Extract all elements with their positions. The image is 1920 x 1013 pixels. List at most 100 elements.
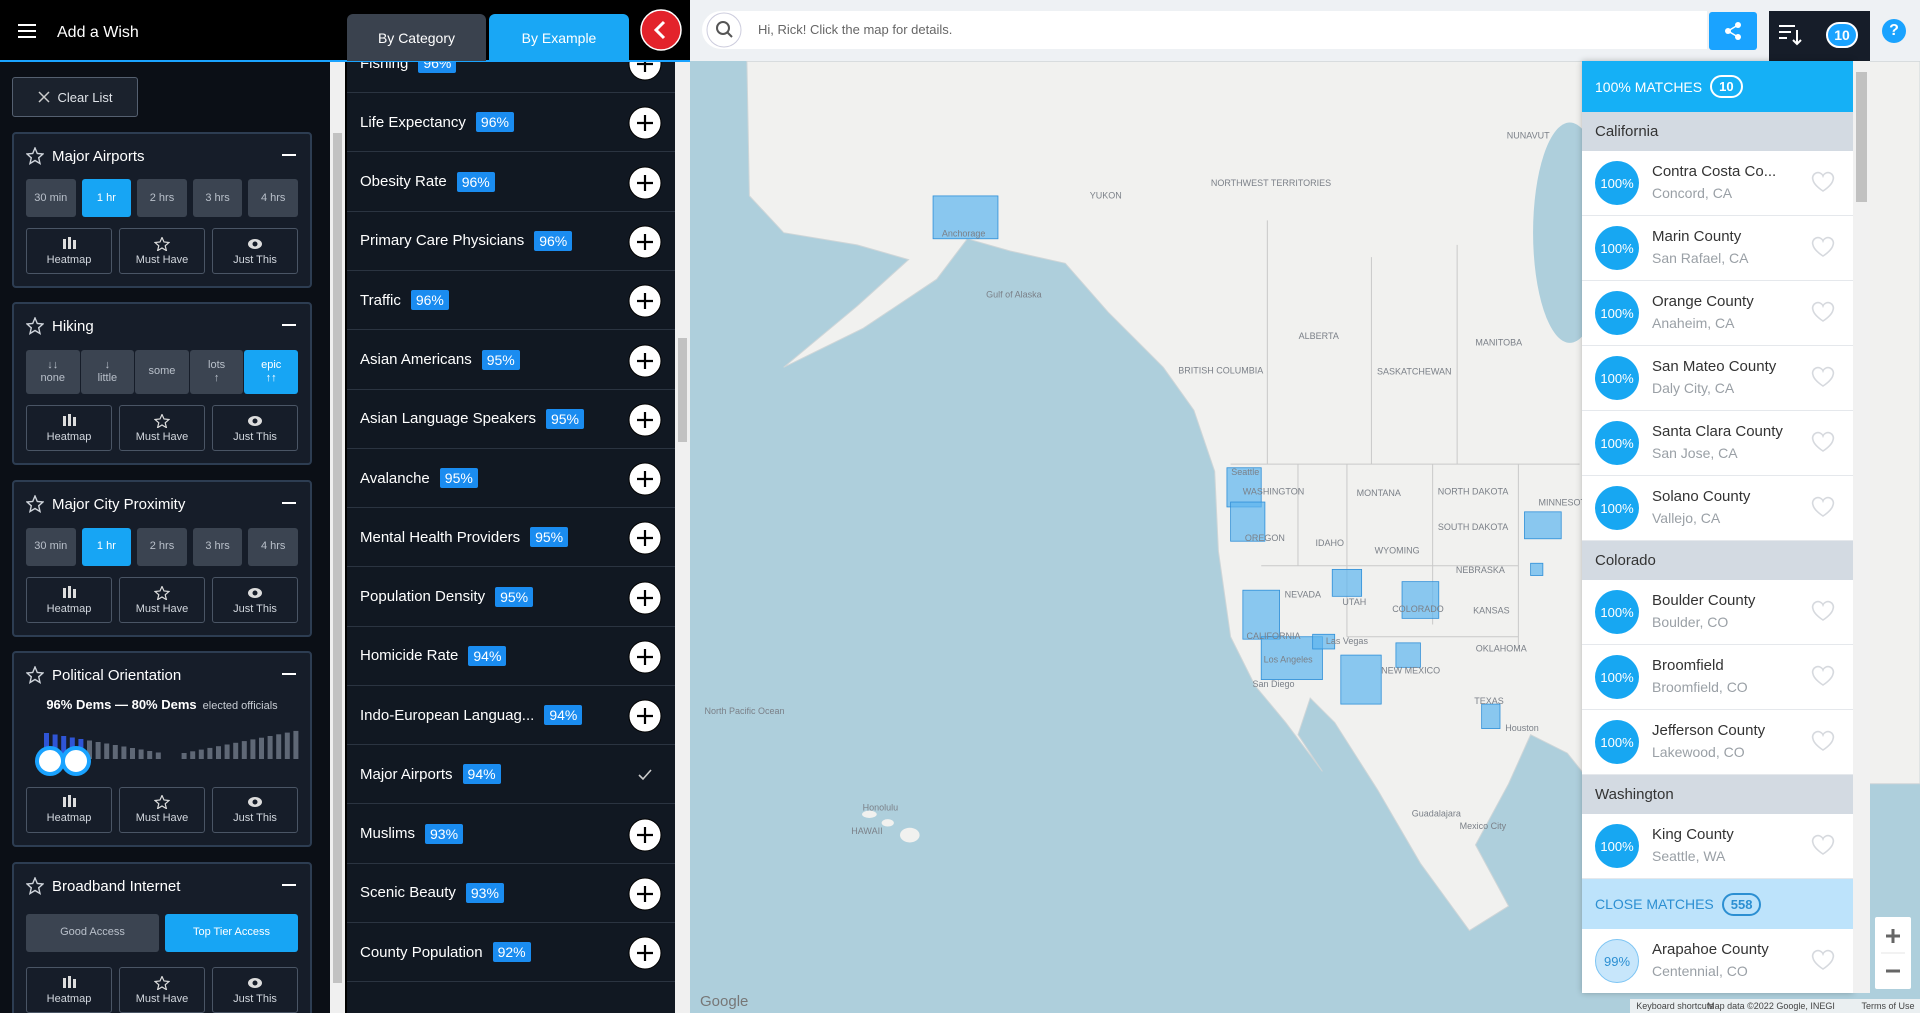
- collapse-icon[interactable]: [282, 324, 298, 328]
- collapse-icon[interactable]: [282, 502, 298, 506]
- favorite-heart[interactable]: [1811, 495, 1835, 519]
- scrollbar-thumb[interactable]: [333, 133, 342, 983]
- option-button[interactable]: 30 min: [26, 527, 76, 566]
- option-button[interactable]: 4 hrs: [248, 527, 298, 566]
- action-button[interactable]: Just This: [212, 228, 298, 274]
- option-button[interactable]: Top Tier Access: [165, 913, 298, 952]
- option-button[interactable]: 3 hrs: [192, 179, 243, 217]
- action-button[interactable]: Heatmap: [26, 786, 112, 833]
- action-button[interactable]: Must Have: [119, 967, 205, 1013]
- scrollbar-thumb[interactable]: [1856, 72, 1867, 202]
- favorite-heart[interactable]: [1811, 170, 1835, 194]
- option-button[interactable]: ↓ little: [80, 349, 135, 394]
- add-button[interactable]: [628, 62, 662, 81]
- menu-icon[interactable]: [18, 24, 38, 40]
- option-button[interactable]: 1 hr: [81, 527, 132, 566]
- option-button[interactable]: 30 min: [26, 179, 76, 217]
- result-item[interactable]: 100% Solano County Vallejo, CA: [1582, 476, 1853, 541]
- map-label: NUNAVUT: [1507, 130, 1550, 140]
- result-item[interactable]: 100% King County Seattle, WA: [1582, 814, 1853, 879]
- favorite-heart[interactable]: [1811, 365, 1835, 389]
- favorite-heart[interactable]: [1811, 948, 1835, 972]
- action-button[interactable]: Heatmap: [26, 405, 112, 451]
- share-button[interactable]: [1709, 12, 1757, 50]
- favorite-icon[interactable]: [26, 147, 44, 165]
- histogram-bar: [130, 748, 135, 760]
- result-item[interactable]: 100% Contra Costa Co... Concord, CA: [1582, 151, 1853, 216]
- clear-list-button[interactable]: Clear List: [12, 77, 138, 117]
- add-button[interactable]: [628, 462, 662, 496]
- sort-lines: [1779, 25, 1802, 46]
- add-button[interactable]: [628, 166, 662, 200]
- favorite-heart[interactable]: [1811, 235, 1835, 259]
- option-button[interactable]: 4 hrs: [248, 179, 298, 217]
- add-button[interactable]: [628, 818, 662, 852]
- histogram[interactable]: [26, 721, 302, 777]
- action-button[interactable]: Heatmap: [26, 577, 112, 623]
- action-button[interactable]: Must Have: [119, 405, 205, 451]
- action-button[interactable]: Must Have: [119, 577, 205, 623]
- favorite-heart[interactable]: [1811, 664, 1835, 688]
- add-button[interactable]: [628, 877, 662, 911]
- range-handle[interactable]: [35, 746, 65, 777]
- option-button[interactable]: ↓↓ none: [26, 349, 80, 394]
- result-item[interactable]: 100% San Mateo County Daly City, CA: [1582, 346, 1853, 411]
- favorite-heart[interactable]: [1811, 430, 1835, 454]
- search-box[interactable]: [702, 11, 1707, 49]
- result-item[interactable]: 100% Broomfield Broomfield, CO: [1582, 645, 1853, 710]
- add-button[interactable]: [628, 936, 662, 970]
- result-item[interactable]: 100% Jefferson County Lakewood, CO: [1582, 710, 1853, 775]
- result-item[interactable]: 99% Arapahoe County Centennial, CO: [1582, 929, 1853, 993]
- option-button[interactable]: 2 hrs: [137, 527, 187, 566]
- add-button[interactable]: [628, 225, 662, 259]
- action-button[interactable]: Must Have: [119, 228, 205, 274]
- favorite-icon[interactable]: [26, 666, 44, 684]
- option-button[interactable]: 3 hrs: [192, 527, 243, 566]
- action-button[interactable]: Just This: [212, 786, 298, 833]
- help-button[interactable]: ?: [1882, 19, 1906, 43]
- tab[interactable]: By Category: [347, 14, 486, 61]
- option-button[interactable]: Good Access: [26, 913, 159, 952]
- add-button[interactable]: [628, 106, 662, 140]
- action-button[interactable]: Heatmap: [26, 967, 112, 1013]
- add-button[interactable]: [628, 344, 662, 378]
- add-button[interactable]: [628, 521, 662, 555]
- favorite-heart[interactable]: [1811, 599, 1835, 623]
- result-item[interactable]: 100% Boulder County Boulder, CO: [1582, 580, 1853, 645]
- action-button[interactable]: Just This: [212, 405, 298, 451]
- collapse-icon[interactable]: [282, 154, 298, 158]
- add-button[interactable]: [628, 403, 662, 437]
- card-title: Major Airports: [52, 147, 145, 165]
- favorite-icon[interactable]: [26, 877, 44, 895]
- zoom-in[interactable]: [1886, 929, 1900, 943]
- tab-active[interactable]: By Example: [489, 14, 629, 61]
- favorite-heart[interactable]: [1811, 729, 1835, 753]
- favorite-icon[interactable]: [26, 495, 44, 513]
- option-button[interactable]: 2 hrs: [137, 179, 187, 217]
- result-item[interactable]: 100% Santa Clara County San Jose, CA: [1582, 411, 1853, 476]
- action-button[interactable]: Must Have: [119, 786, 205, 833]
- option-button[interactable]: lots ↑: [189, 349, 244, 394]
- add-button[interactable]: [628, 581, 662, 615]
- favorite-heart[interactable]: [1811, 300, 1835, 324]
- scrollbar-thumb[interactable]: [678, 338, 687, 442]
- result-item[interactable]: 100% Orange County Anaheim, CA: [1582, 281, 1853, 346]
- action-button[interactable]: Just This: [212, 967, 298, 1013]
- favorite-heart[interactable]: [1811, 833, 1835, 857]
- collapse-icon[interactable]: [282, 673, 298, 677]
- range-handle[interactable]: [61, 746, 91, 777]
- favorite-icon[interactable]: [26, 317, 44, 335]
- add-button[interactable]: [628, 284, 662, 318]
- option-button[interactable]: some: [135, 349, 189, 394]
- action-label: Must Have: [135, 253, 189, 266]
- action-button[interactable]: Just This: [212, 577, 298, 623]
- option-button[interactable]: epic ↑↑: [244, 349, 298, 394]
- result-item[interactable]: 100% Marin County San Rafael, CA: [1582, 216, 1853, 281]
- add-button[interactable]: [628, 640, 662, 674]
- action-button[interactable]: Heatmap: [26, 228, 112, 274]
- collapse-button[interactable]: [639, 9, 683, 53]
- add-button[interactable]: [628, 699, 662, 733]
- card-title: Broadband Internet: [52, 877, 181, 895]
- option-button[interactable]: 1 hr: [81, 179, 132, 217]
- collapse-icon[interactable]: [282, 884, 298, 888]
